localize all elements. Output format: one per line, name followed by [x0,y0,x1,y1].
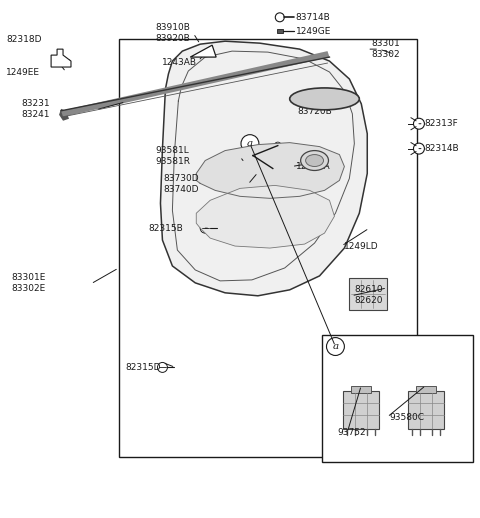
Text: 83301E: 83301E [12,274,46,282]
Bar [322,335,473,462]
Text: 83241: 83241 [21,110,50,119]
Circle shape [249,152,257,160]
Text: 82314B: 82314B [424,144,458,153]
Text: 82313F: 82313F [424,119,457,128]
Text: 93752: 93752 [337,427,366,437]
Bar [119,39,417,457]
Bar [273,154,285,165]
Text: 1249EE: 1249EE [6,67,40,77]
Text: 93581L: 93581L [156,146,189,155]
Circle shape [157,363,168,372]
Text: 82610: 82610 [354,285,383,294]
Circle shape [311,100,319,108]
Polygon shape [190,45,216,57]
Text: a: a [247,139,253,148]
Text: 93580C: 93580C [389,413,424,422]
Text: 1249KA: 1249KA [296,162,330,171]
Text: 1249LD: 1249LD [344,241,379,251]
Polygon shape [51,49,71,67]
Text: 82318D: 82318D [6,35,42,44]
Ellipse shape [300,151,328,170]
Bar [349,278,387,310]
Text: a: a [332,342,338,351]
Bar [343,391,379,429]
Ellipse shape [306,154,324,166]
Circle shape [58,55,64,63]
Polygon shape [61,51,329,117]
Text: 83302: 83302 [371,50,400,59]
Circle shape [332,98,337,104]
Bar [243,154,273,172]
Text: 83231: 83231 [21,99,50,108]
Circle shape [326,338,344,355]
Circle shape [274,142,281,149]
Circle shape [241,135,259,153]
Bar [351,386,371,393]
Polygon shape [196,142,344,198]
Text: 83714B: 83714B [296,13,330,22]
Text: 83740D: 83740D [164,185,199,194]
Text: 1243AB: 1243AB [162,57,197,66]
Text: 83301: 83301 [371,39,400,48]
Circle shape [413,143,424,154]
Text: 83910B: 83910B [156,23,191,32]
Circle shape [200,223,210,233]
Text: 83302E: 83302E [12,284,46,293]
Circle shape [276,13,284,22]
Ellipse shape [290,88,360,110]
Text: 82315D: 82315D [126,363,161,372]
Text: 82620: 82620 [354,296,383,305]
Text: 93581R: 93581R [156,157,191,166]
Bar [416,386,436,393]
Text: 83730D: 83730D [164,174,199,183]
Text: 1249GE: 1249GE [296,27,331,36]
Polygon shape [196,185,335,248]
Text: 83920B: 83920B [156,34,190,42]
Bar [408,391,444,429]
Text: 83720B: 83720B [298,107,333,117]
Polygon shape [160,41,367,296]
Polygon shape [59,109,69,121]
Text: 82315B: 82315B [148,224,183,233]
Bar [277,29,283,33]
Text: 83710A: 83710A [298,96,333,105]
Circle shape [269,165,276,172]
Circle shape [413,118,424,129]
